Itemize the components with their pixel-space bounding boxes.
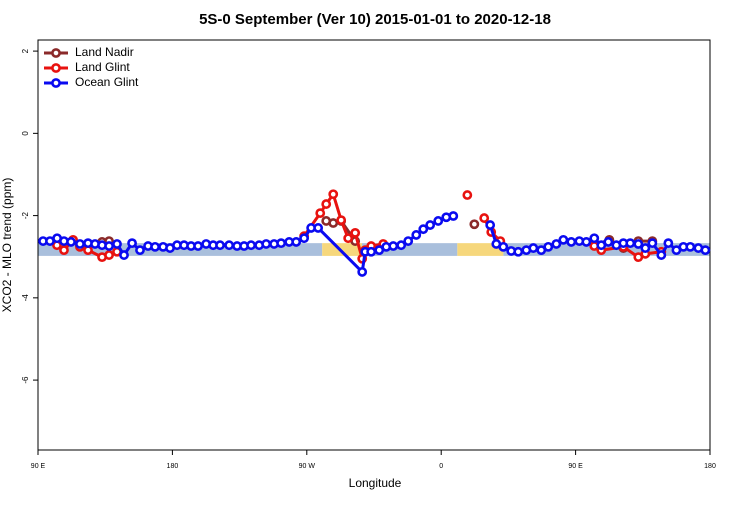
point (75, 239, 85, 249)
point (321, 199, 332, 209)
point (224, 240, 235, 251)
point (119, 250, 129, 260)
point (479, 213, 490, 223)
point (418, 224, 429, 235)
point (66, 237, 76, 247)
point (589, 233, 600, 244)
point (625, 238, 636, 249)
point (551, 239, 562, 249)
point (433, 216, 444, 226)
point (328, 189, 339, 200)
point (543, 241, 554, 252)
point (261, 239, 272, 249)
y-tick-label: 2 (21, 48, 30, 53)
point (246, 240, 256, 251)
legend-label: Land Glint (75, 60, 130, 74)
legend-marker (51, 48, 61, 58)
point (685, 241, 696, 252)
point (150, 241, 160, 252)
point (343, 233, 354, 244)
point (469, 219, 480, 230)
legend-label: Land Nadir (75, 45, 134, 59)
point (388, 241, 399, 251)
x-tick-label: 0 (439, 463, 443, 470)
point (485, 220, 496, 230)
y-tick-label: 0 (21, 131, 30, 136)
point (448, 211, 459, 221)
point (425, 220, 436, 230)
point (633, 239, 644, 249)
point (656, 250, 667, 260)
point (498, 241, 509, 252)
x-tick-label: 180 (167, 463, 179, 470)
band (322, 243, 363, 256)
x-tick-label: 90 E (31, 463, 46, 470)
point (104, 250, 114, 260)
point (276, 238, 287, 249)
point (528, 243, 539, 253)
point (663, 238, 674, 249)
x-tick-label: 90 E (568, 463, 583, 470)
point (336, 215, 347, 226)
point (193, 241, 203, 251)
point (581, 237, 592, 247)
point (366, 246, 377, 257)
point (350, 227, 361, 238)
point (411, 230, 422, 240)
y-tick-label: -6 (21, 376, 30, 384)
point (315, 208, 326, 219)
point (328, 218, 339, 228)
point (640, 243, 651, 253)
legend-marker (51, 63, 61, 73)
point (700, 245, 711, 256)
y-tick-label: -4 (21, 294, 30, 302)
point (513, 246, 524, 257)
point (313, 223, 324, 233)
y-axis-label: XCO2 - MLO trend (ppm) (0, 178, 14, 313)
legend-label: Ocean Glint (75, 75, 139, 89)
point (59, 245, 69, 256)
point (104, 241, 114, 251)
point (462, 190, 473, 200)
x-tick-label: 90 W (299, 463, 316, 470)
point (299, 233, 310, 244)
point (403, 236, 414, 246)
point (396, 240, 407, 251)
x-axis-label: Longitude (349, 476, 402, 490)
point (112, 239, 122, 249)
point (357, 267, 368, 277)
point (558, 234, 569, 245)
point (603, 237, 614, 247)
plot-frame (37, 39, 711, 451)
point (127, 238, 137, 249)
point (566, 237, 577, 247)
legend-marker (51, 78, 61, 88)
y-tick-label: -2 (21, 211, 30, 219)
point (647, 238, 658, 249)
point (135, 245, 145, 256)
point (291, 237, 302, 247)
chart-title: 5S-0 September (Ver 10) 2015-01-01 to 20… (199, 11, 551, 28)
point (215, 240, 225, 251)
band (457, 243, 504, 256)
x-tick-label: 180 (704, 463, 716, 470)
